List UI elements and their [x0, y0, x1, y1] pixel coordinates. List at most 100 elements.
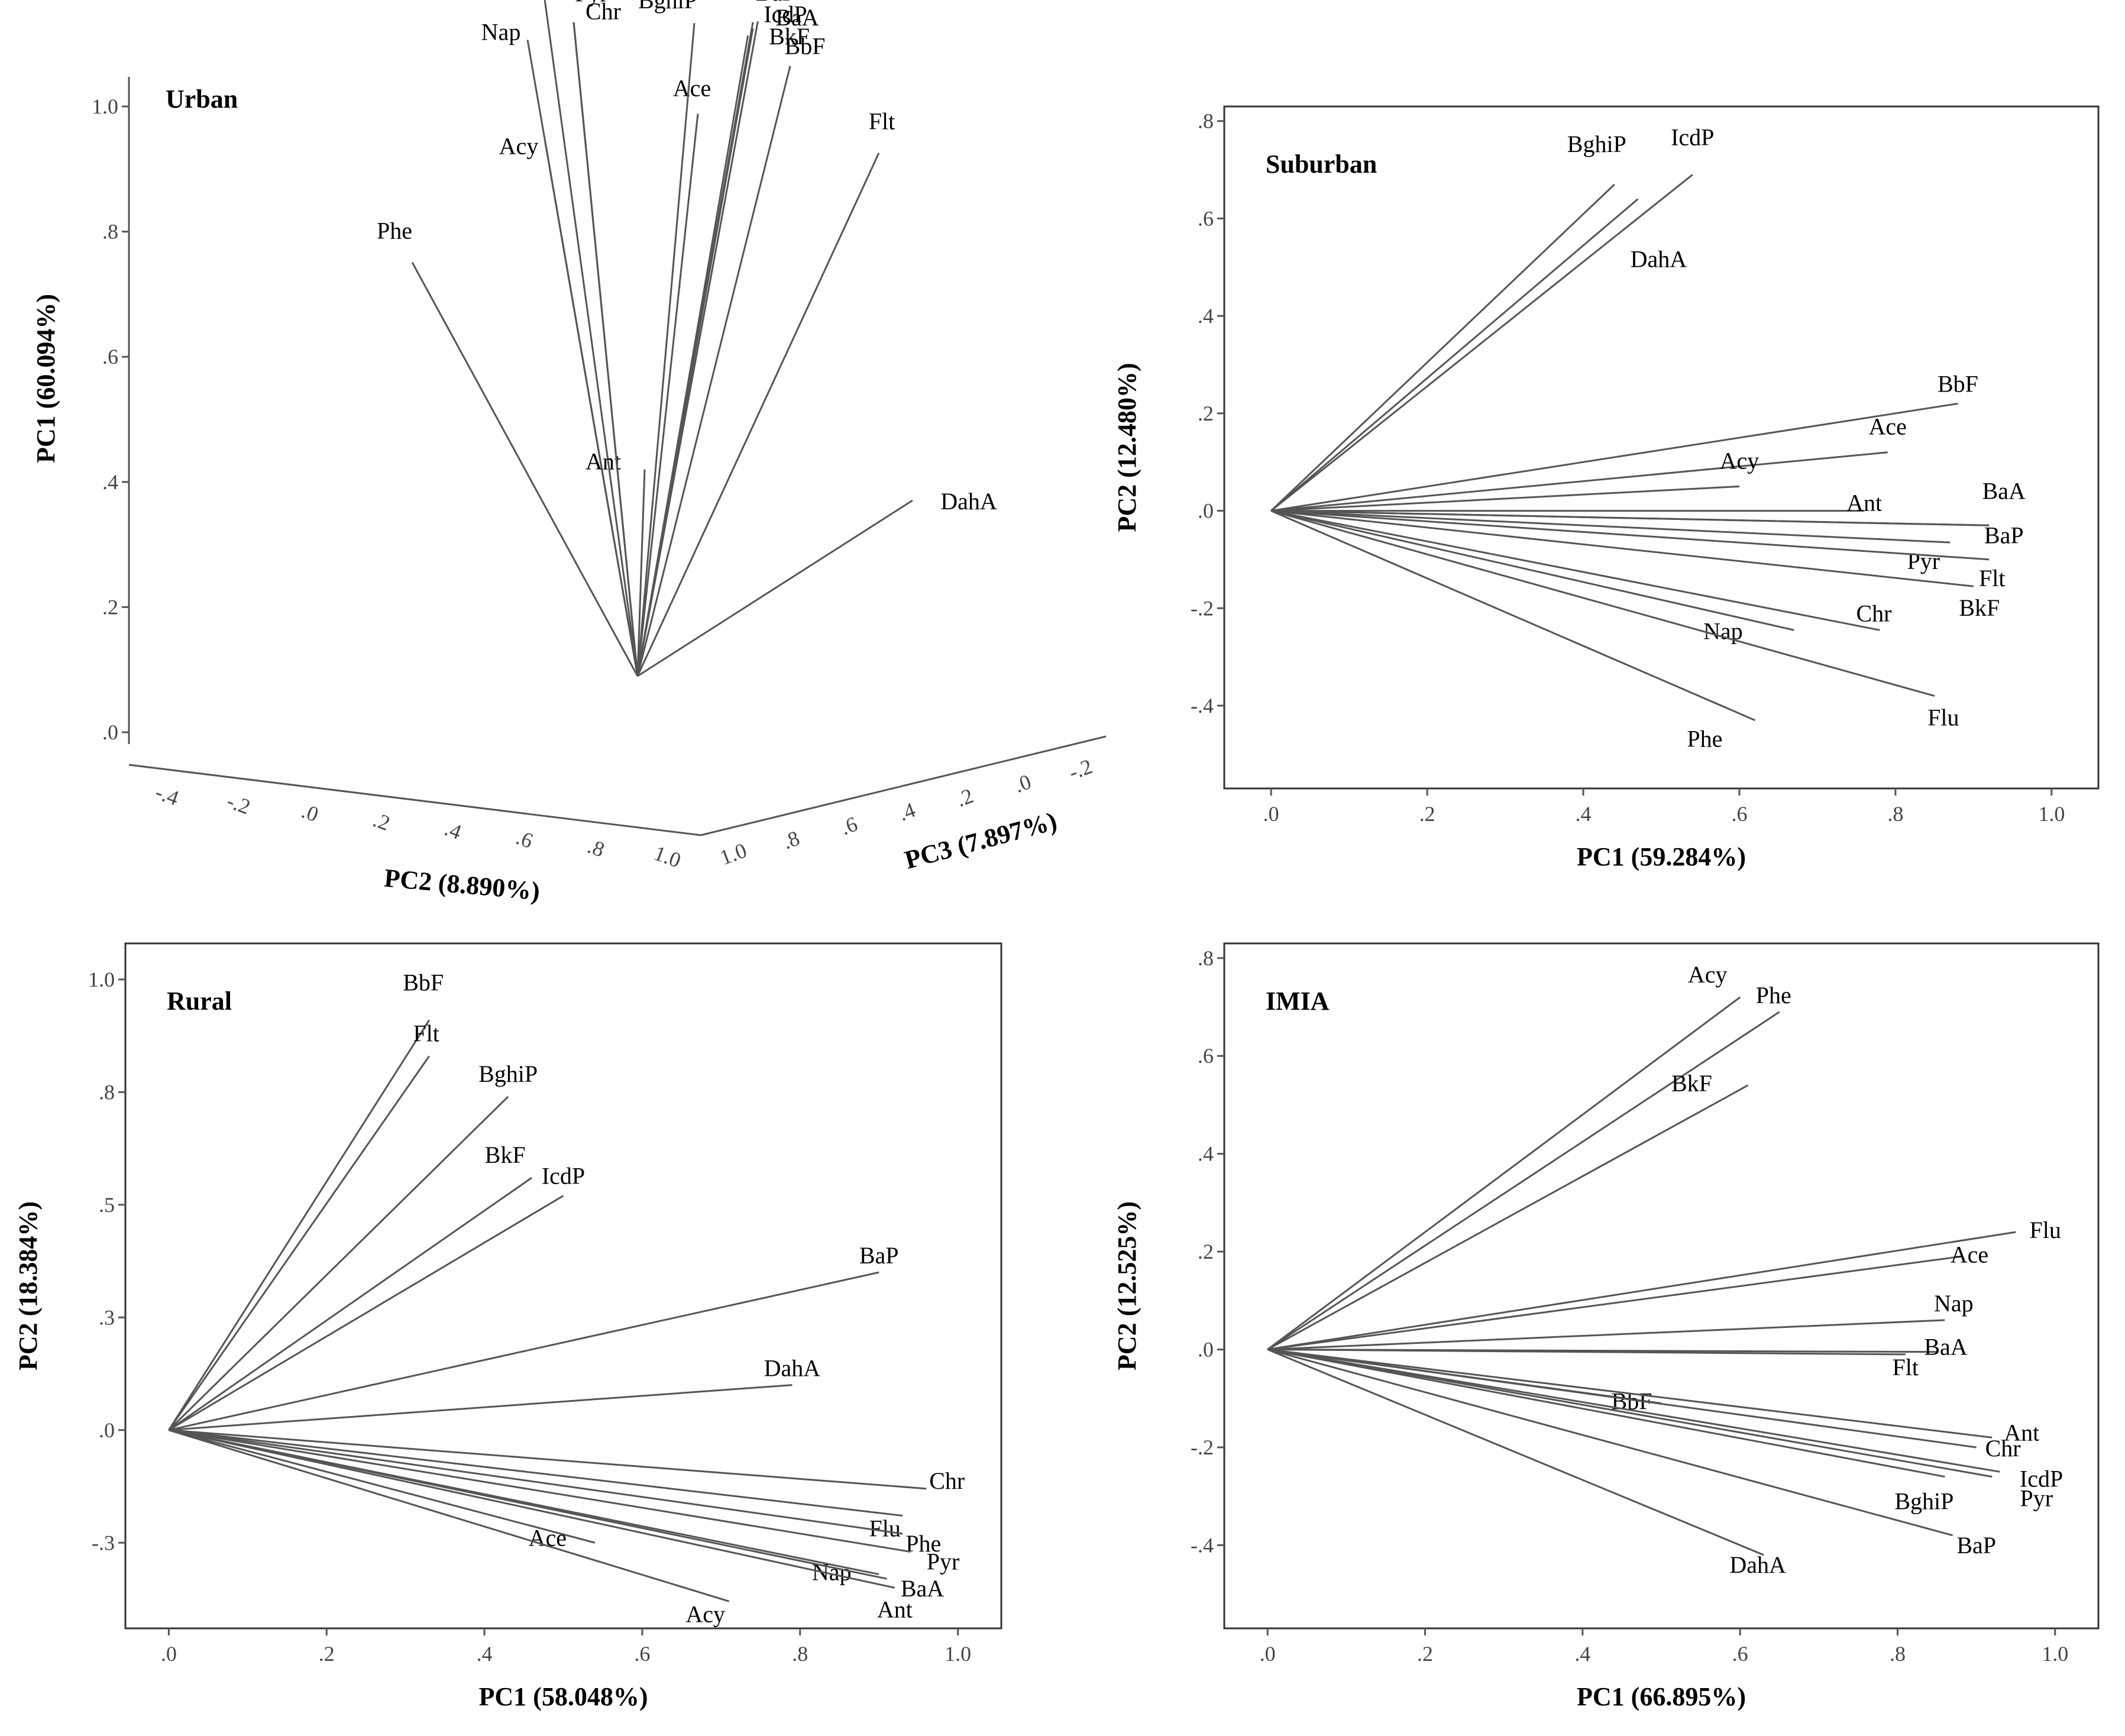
pc2-axis-line	[128, 764, 701, 836]
loading-vector-ant	[1267, 1349, 1993, 1438]
point-label-acy: Acy	[1720, 447, 1759, 474]
loading-vector-bghip	[168, 1095, 509, 1431]
x-tick-label: .4	[1576, 802, 1592, 826]
x-axis-label: PC1 (66.895%)	[1577, 1682, 1746, 1711]
loading-vector-nap	[1267, 1319, 1945, 1351]
loading-vector-icdp	[636, 22, 754, 677]
point-label-flu: Flu	[1927, 704, 1959, 731]
point-label-nap: Nap	[1934, 1290, 1974, 1317]
point-label-bghip: BghiP	[638, 0, 697, 14]
loading-vector-ant	[636, 469, 646, 677]
loading-vector-daha	[637, 499, 913, 677]
point-label-phe: Phe	[905, 1530, 941, 1557]
loading-vector-icdp	[1267, 1349, 2000, 1473]
x-tick-label: .0	[161, 1642, 177, 1666]
y-axis-label: PC2 (12.525%)	[1112, 1201, 1141, 1370]
panel-imia: .0 .2 .4 .6 .8 1.0 -.4 -.2 .0 .2 .4 .6 .8 IMIA PC1 (66…	[1112, 942, 2100, 1711]
point-label-bbf: BbF	[785, 33, 826, 60]
point-label-pyr: Pyr	[1907, 548, 1940, 574]
point-label-ant: Ant	[877, 1596, 913, 1622]
loading-vector-bap	[169, 1271, 879, 1431]
loading-vector-daha	[1270, 198, 1639, 512]
loading-vector-phe	[169, 1429, 903, 1535]
loading-vector-flt	[168, 1055, 430, 1431]
loading-vector-daha	[169, 1384, 793, 1431]
z-tick-label: .0	[1011, 770, 1034, 797]
point-label-bghip: BghiP	[1567, 131, 1626, 157]
loading-vector-flt	[1271, 510, 1990, 561]
point-label-phe: Phe	[1756, 982, 1791, 1008]
point-label-icdp: IcdP	[1671, 124, 1714, 150]
y-tick-label: -.4	[1191, 1533, 1214, 1557]
x-tick-label: 1.0	[2038, 802, 2065, 826]
loading-vector-acy	[1271, 485, 1740, 512]
y-tick-label: .2	[1198, 1240, 1214, 1263]
point-label-pyr: Pyr	[927, 1548, 960, 1575]
pc3-axis-line	[700, 735, 1107, 836]
point-label-flt: Flt	[413, 1020, 439, 1046]
point-label-bap: BaP	[1956, 1532, 1996, 1559]
point-label-flu: Flu	[869, 1515, 901, 1542]
point-label-daha: DahA	[1729, 1551, 1786, 1578]
panel-title: Suburban	[1266, 150, 1377, 179]
point-label-bbf: BbF	[1938, 370, 1978, 397]
loading-vector-icdp	[168, 1195, 564, 1431]
loading-vector-pyr	[169, 1429, 911, 1553]
loading-vector-bghip	[636, 22, 696, 677]
z-tick-label: .2	[953, 784, 976, 812]
point-label-bap: BaP	[1984, 522, 2024, 548]
point-label-daha: DahA	[940, 488, 997, 515]
point-label-chr: Chr	[929, 1467, 965, 1494]
x-tick-label: 1.0	[945, 1642, 971, 1666]
loading-vector-ace	[636, 114, 699, 677]
x-axis-label: PC1 (59.284%)	[1577, 842, 1746, 871]
panel-title: Urban	[166, 85, 238, 114]
y-tick-label: .4	[102, 470, 118, 494]
loading-vector-baa	[169, 1429, 887, 1580]
loading-vector-flu	[169, 1429, 903, 1517]
x-tick-label: .6	[1731, 802, 1747, 826]
y-tick-label: 1.0	[88, 968, 115, 991]
point-label-nap: Nap	[812, 1559, 852, 1586]
point-label-acy: Acy	[685, 1601, 725, 1627]
loading-vector-acy	[544, 142, 639, 677]
x-tick-label: .8	[792, 1642, 808, 1666]
y-tick-label: .6	[1198, 206, 1214, 230]
point-label-baa: BaA	[1924, 1334, 1967, 1360]
x-tick-label: 1.0	[2042, 1642, 2068, 1666]
x-axis-label: PC2 (8.890%)	[383, 864, 541, 906]
point-label-flt: Flt	[869, 108, 895, 135]
loading-vector-bbf	[636, 66, 791, 677]
point-label-flt: Flt	[1979, 565, 2005, 591]
y-tick-label: .6	[1198, 1044, 1214, 1068]
x-tick-label: .4	[477, 1642, 493, 1666]
point-label-icdp: IcdP	[542, 1163, 585, 1189]
x-tick-label: .0	[1260, 1642, 1276, 1666]
point-label-phe: Phe	[377, 218, 412, 244]
y-tick-label: -.2	[1191, 596, 1214, 620]
point-label-baa: BaA	[1982, 477, 2026, 504]
y-tick-label: 1.0	[92, 95, 118, 118]
x-tick-label: -.4	[152, 780, 182, 810]
x-tick-label: .2	[370, 807, 393, 835]
z-tick-label: .6	[837, 812, 861, 840]
z-tick-label: -.2	[1066, 754, 1095, 784]
point-label-baa: BaA	[775, 4, 819, 31]
loading-vector-chr	[1270, 510, 1880, 631]
point-label-ace: Ace	[673, 75, 711, 101]
loading-vector-phe	[411, 261, 639, 677]
z-tick-label: .8	[780, 826, 803, 854]
y-tick-label: .8	[102, 220, 118, 244]
y-tick-label: -.4	[1191, 694, 1214, 717]
point-label-ant: Ant	[1846, 490, 1882, 516]
y-tick-label: .2	[1198, 402, 1214, 425]
point-label-bkf: BkF	[769, 23, 810, 50]
point-label-icdp: IcdP	[764, 1, 807, 28]
panel-title: IMIA	[1266, 987, 1330, 1016]
plot-frame	[124, 942, 1002, 1630]
loading-vector-flt	[1267, 1349, 1906, 1356]
point-label-bghip: BghiP	[478, 1061, 538, 1087]
loading-vector-bbf	[1270, 402, 1958, 512]
loading-vector-bkf	[1271, 510, 1974, 587]
point-label-ant: Ant	[2004, 1419, 2039, 1446]
